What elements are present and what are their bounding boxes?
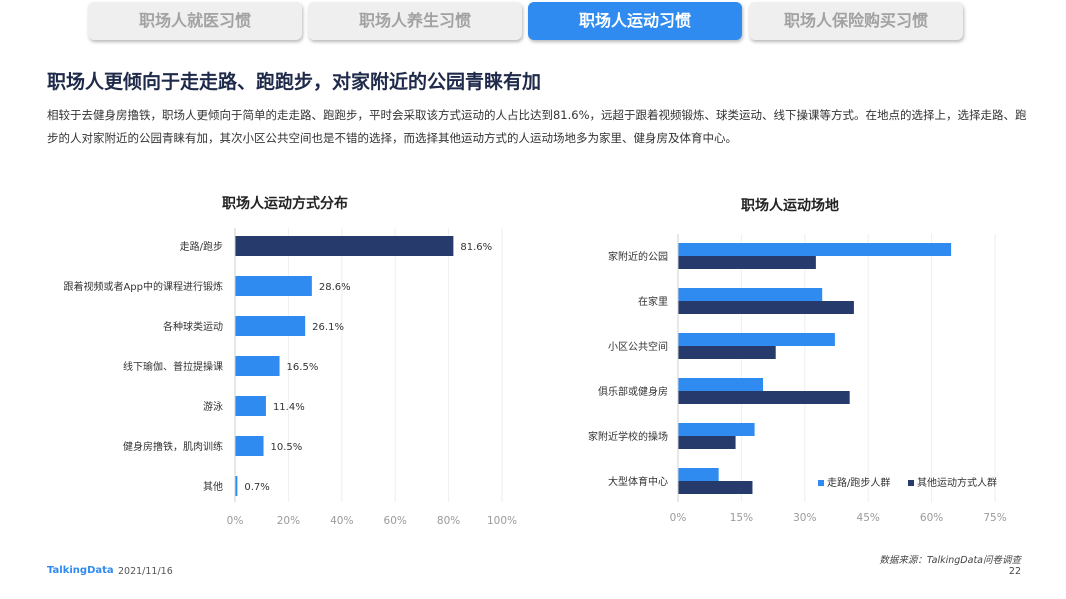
footer-date: 2021/11/16 bbox=[118, 566, 173, 577]
x-tick-label: 0% bbox=[227, 515, 244, 527]
category-label: 游泳 bbox=[203, 400, 223, 413]
bar bbox=[678, 243, 952, 256]
bar bbox=[678, 333, 835, 346]
bar bbox=[235, 356, 280, 376]
chart1-title: 职场人运动方式分布 bbox=[222, 196, 348, 212]
category-label: 小区公共空间 bbox=[608, 340, 668, 353]
x-tick-label: 15% bbox=[730, 512, 753, 524]
legend-swatch bbox=[818, 480, 824, 486]
bar bbox=[235, 236, 454, 256]
x-tick-label: 20% bbox=[277, 515, 300, 527]
x-tick-label: 30% bbox=[793, 512, 816, 524]
category-label: 家附近的公园 bbox=[608, 250, 668, 263]
category-label: 俱乐部或健身房 bbox=[598, 385, 668, 398]
bar bbox=[235, 276, 312, 296]
bar bbox=[678, 288, 823, 301]
category-label: 大型体育中心 bbox=[608, 475, 668, 488]
bar bbox=[678, 423, 755, 436]
category-label: 走路/跑步 bbox=[180, 240, 223, 253]
exercise-location-chart: 0% 15% 30% 45% 60% 75% 家附近的公园在家里小区公共空间俱乐部或健身房家… bbox=[588, 234, 1007, 524]
category-label: 各种球类运动 bbox=[163, 320, 223, 333]
category-label: 家附近学校的操场 bbox=[588, 430, 668, 443]
bar bbox=[678, 436, 736, 449]
category-label: 在家里 bbox=[638, 295, 668, 308]
page-number: 22 bbox=[1008, 566, 1021, 577]
data-label: 10.5% bbox=[271, 442, 303, 453]
legend-swatch bbox=[908, 480, 914, 486]
bar bbox=[678, 256, 816, 269]
data-source: 数据来源：TalkingData问卷调查 bbox=[879, 555, 1021, 566]
bar bbox=[235, 436, 264, 456]
bar bbox=[235, 476, 238, 496]
bar bbox=[235, 316, 306, 336]
x-tick-label: 80% bbox=[437, 515, 460, 527]
data-label: 26.1% bbox=[312, 322, 344, 333]
tab-exercise-habits[interactable]: 职场人运动习惯 bbox=[528, 2, 742, 40]
talkingdata-logo: TalkingData bbox=[47, 565, 114, 576]
x-tick-label: 60% bbox=[920, 512, 943, 524]
tab-health-habits[interactable]: 职场人养生习惯 bbox=[308, 2, 522, 40]
bar bbox=[235, 396, 266, 416]
x-tick-label: 100% bbox=[487, 515, 517, 527]
bar bbox=[678, 468, 719, 481]
category-label: 健身房撸铁，肌肉训练 bbox=[123, 440, 223, 453]
category-label: 其他 bbox=[203, 480, 223, 493]
data-label: 0.7% bbox=[244, 482, 269, 493]
bar bbox=[678, 391, 850, 404]
data-label: 16.5% bbox=[287, 362, 319, 373]
x-tick-label: 40% bbox=[330, 515, 353, 527]
legend-label: 走路/跑步人群 bbox=[827, 476, 890, 489]
tab-medical-habits[interactable]: 职场人就医习惯 bbox=[88, 2, 302, 40]
data-label: 81.6% bbox=[460, 242, 492, 253]
bar bbox=[678, 481, 753, 494]
category-label: 跟着视频或者App中的课程进行锻炼 bbox=[63, 280, 223, 293]
bar bbox=[678, 378, 764, 391]
tab-bar: 职场人就医习惯 职场人养生习惯 职场人运动习惯 职场人保险购买习惯 bbox=[0, 0, 1066, 44]
x-tick-label: 45% bbox=[857, 512, 880, 524]
page-title: 职场人更倾向于走走路、跑跑步，对家附近的公园青睐有加 bbox=[47, 71, 542, 93]
x-tick-label: 75% bbox=[983, 512, 1006, 524]
chart2-title: 职场人运动场地 bbox=[741, 198, 839, 214]
data-label: 28.6% bbox=[319, 282, 351, 293]
x-tick-label: 0% bbox=[670, 512, 687, 524]
exercise-method-chart: 0% 20% 40% 60% 80% 100% 走路/跑步 81.6% 跟着视频或者App中的课… bbox=[63, 228, 517, 527]
tab-insurance-habits[interactable]: 职场人保险购买习惯 bbox=[749, 2, 963, 40]
bar bbox=[678, 301, 854, 314]
page-description: 相较于去健身房撸铁，职场人更倾向于简单的走走路、跑跑步，平时会采取该方式运动的人… bbox=[47, 108, 1027, 145]
bar bbox=[678, 346, 776, 359]
data-label: 11.4% bbox=[273, 402, 305, 413]
x-tick-label: 60% bbox=[384, 515, 407, 527]
legend-label: 其他运动方式人群 bbox=[917, 476, 997, 489]
category-label: 线下瑜伽、普拉提操课 bbox=[123, 360, 223, 373]
